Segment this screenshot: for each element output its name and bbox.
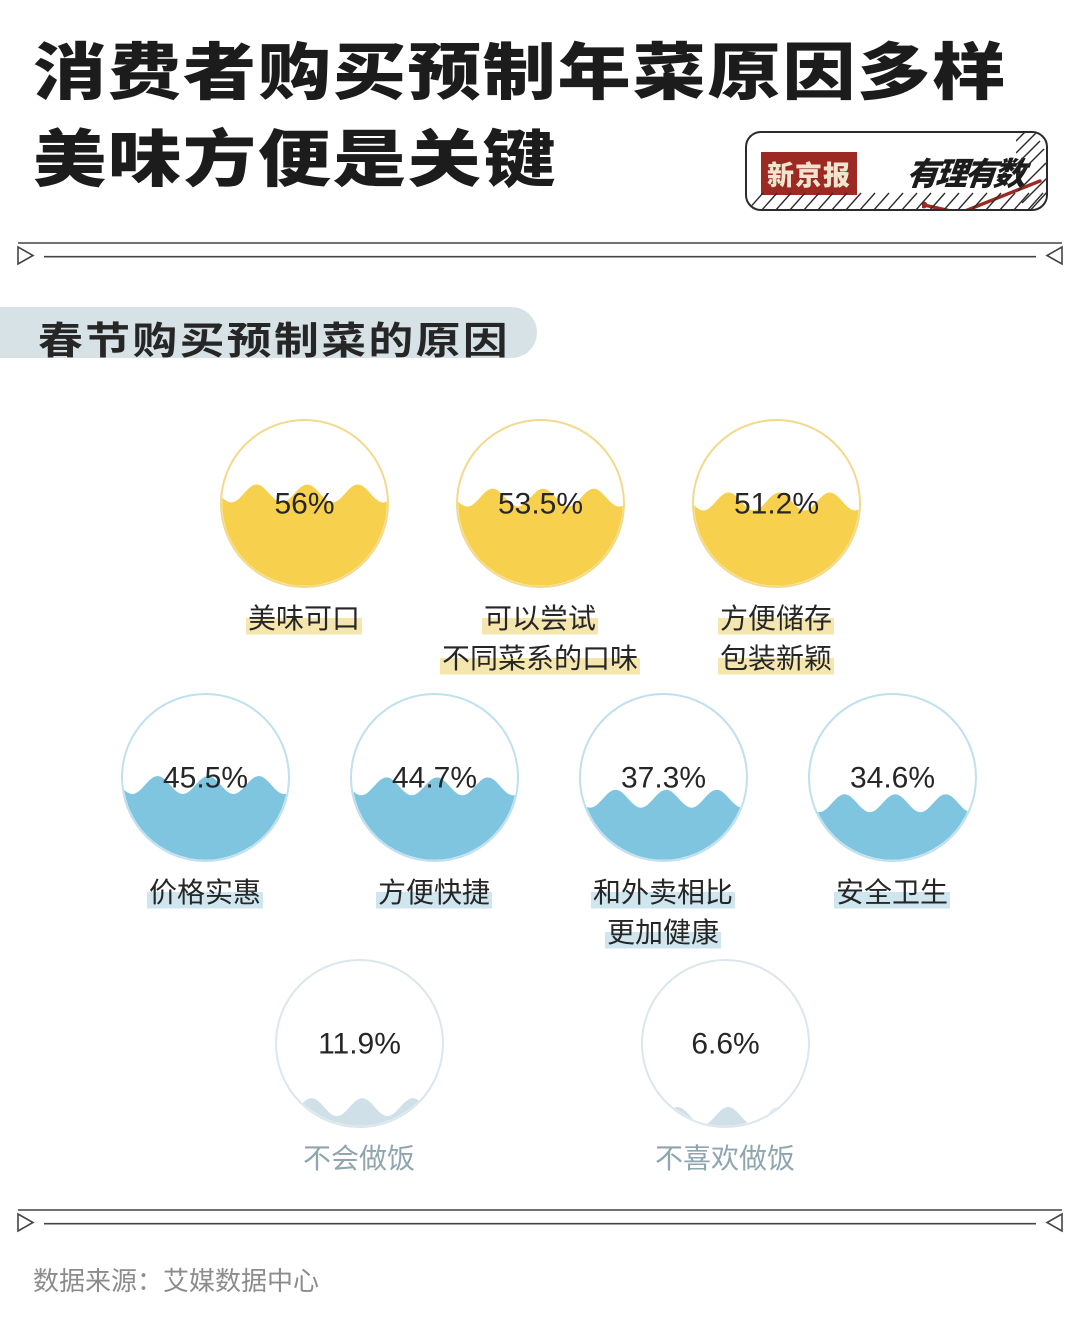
svg-text:6.6%: 6.6% (691, 1027, 759, 1060)
svg-text:34.6%: 34.6% (849, 761, 934, 794)
svg-text:45.5%: 45.5% (162, 761, 247, 794)
svg-text:56%: 56% (274, 487, 334, 520)
svg-text:44.7%: 44.7% (391, 761, 476, 794)
svg-text:37.3%: 37.3% (620, 761, 705, 794)
svg-text:11.9%: 11.9% (318, 1027, 401, 1060)
svg-text:51.2%: 51.2% (733, 487, 818, 520)
svg-text:53.5%: 53.5% (497, 487, 582, 520)
